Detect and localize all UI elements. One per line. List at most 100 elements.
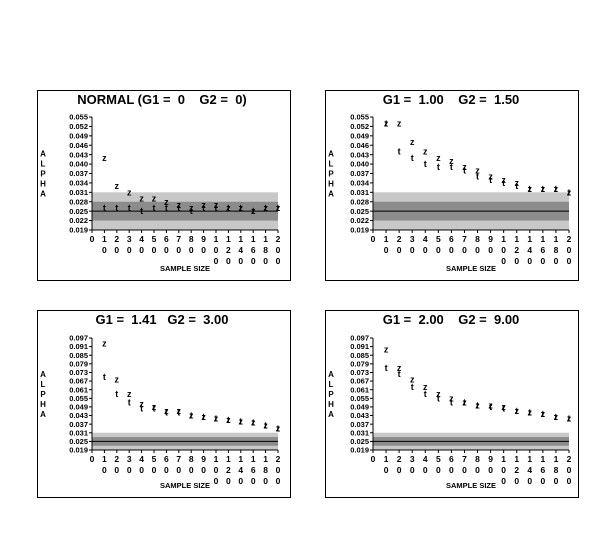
data-point-z: z bbox=[410, 375, 415, 385]
x-tick-label: 100 bbox=[501, 454, 506, 486]
y-tick-label: 0.022 bbox=[350, 216, 369, 225]
x-tick-label-digit: 0 bbox=[410, 465, 415, 475]
y-tick-label: 0.043 bbox=[69, 150, 88, 159]
x-tick-label-digit: 6 bbox=[540, 245, 545, 255]
data-point-t: t bbox=[541, 409, 544, 419]
x-tick-label-digit: 6 bbox=[164, 234, 169, 244]
x-tick-label: 10 bbox=[102, 454, 107, 475]
data-point-z: z bbox=[239, 416, 244, 426]
y-tick-label: 0.061 bbox=[69, 385, 88, 394]
x-tick-label-digit: 0 bbox=[214, 245, 219, 255]
x-tick-label-digit: 2 bbox=[114, 454, 119, 464]
data-point-t: t bbox=[424, 159, 427, 169]
x-tick-label: 160 bbox=[251, 234, 256, 266]
x-tick-label-digit: 0 bbox=[567, 465, 572, 475]
data-point-t: t bbox=[277, 203, 280, 213]
x-tick-label: 40 bbox=[423, 234, 428, 255]
data-point-t: t bbox=[177, 408, 180, 418]
data-point-z: z bbox=[397, 363, 402, 373]
x-tick-label-digit: 9 bbox=[201, 234, 206, 244]
data-point-z: z bbox=[449, 156, 454, 166]
y-tick-label: 0.025 bbox=[350, 207, 369, 216]
y-tick-label: 0.073 bbox=[69, 368, 88, 377]
data-point-z: z bbox=[251, 206, 256, 216]
y-tick-label: 0.031 bbox=[69, 428, 88, 437]
x-tick-label-digit: 8 bbox=[475, 454, 480, 464]
y-tick-label: 0.049 bbox=[350, 403, 369, 412]
data-point-t: t bbox=[437, 393, 440, 403]
x-tick-label-digit: 1 bbox=[102, 234, 107, 244]
x-tick-label: 80 bbox=[189, 234, 194, 255]
x-tick-label-digit: 7 bbox=[462, 454, 467, 464]
x-tick-label-digit: 0 bbox=[514, 476, 519, 486]
y-tick-label: 0.040 bbox=[350, 160, 369, 169]
x-tick-label: 100 bbox=[214, 234, 219, 266]
data-point-t: t bbox=[489, 402, 492, 412]
data-point-z: z bbox=[226, 203, 231, 213]
chart-panel-2: G1 = 1.00 G2 = 1.500.0190.0220.0250.0280… bbox=[325, 90, 579, 281]
x-tick-label-digit: 1 bbox=[384, 454, 389, 464]
x-tick-label-digit: 0 bbox=[554, 476, 559, 486]
x-tick-label-digit: 0 bbox=[276, 256, 281, 266]
x-tick-label: 120 bbox=[514, 234, 519, 266]
data-point-z: z bbox=[397, 118, 402, 128]
x-tick-label-digit: 0 bbox=[410, 245, 415, 255]
x-tick-label: 140 bbox=[238, 454, 243, 486]
x-tick-label: 40 bbox=[139, 234, 144, 255]
data-point-z: z bbox=[554, 184, 559, 194]
data-point-t: t bbox=[215, 203, 218, 213]
x-tick-label-digit: 4 bbox=[527, 245, 532, 255]
x-tick-label: 10 bbox=[384, 234, 389, 255]
data-point-z: z bbox=[501, 175, 506, 185]
data-point-z: z bbox=[436, 153, 441, 163]
x-tick-label-digit: 6 bbox=[449, 454, 454, 464]
x-tick-label: 100 bbox=[214, 454, 219, 486]
data-point-t: t bbox=[227, 415, 230, 425]
y-tick-label: 0.037 bbox=[350, 420, 369, 429]
x-tick-label-digit: 1 bbox=[226, 454, 231, 464]
x-tick-label: 180 bbox=[263, 454, 268, 486]
x-tick-label: 60 bbox=[164, 234, 169, 255]
data-point-t: t bbox=[140, 403, 143, 413]
x-tick-label: 60 bbox=[449, 454, 454, 475]
x-tick-label-digit: 1 bbox=[214, 234, 219, 244]
x-tick-label-digit: 0 bbox=[436, 245, 441, 255]
x-tick-label: 200 bbox=[567, 234, 572, 266]
data-point-t: t bbox=[165, 408, 168, 418]
x-tick-label-digit: 0 bbox=[462, 245, 467, 255]
x-tick-label: 200 bbox=[567, 454, 572, 486]
x-tick-label: 60 bbox=[449, 234, 454, 255]
x-tick-label-digit: 2 bbox=[114, 234, 119, 244]
data-point-t: t bbox=[568, 413, 571, 423]
x-tick-label-digit: 0 bbox=[449, 465, 454, 475]
data-point-z: z bbox=[528, 184, 533, 194]
y-tick-label: 0.085 bbox=[69, 351, 88, 360]
x-tick-label-digit: 3 bbox=[127, 454, 132, 464]
data-point-z: z bbox=[152, 402, 157, 412]
data-point-t: t bbox=[411, 382, 414, 392]
x-tick-label: 50 bbox=[436, 454, 441, 475]
x-tick-label-digit: 6 bbox=[164, 454, 169, 464]
data-point-t: t bbox=[450, 162, 453, 172]
data-point-z: z bbox=[276, 423, 281, 433]
x-tick-label: 50 bbox=[152, 234, 157, 255]
x-tick-label-digit: 0 bbox=[251, 476, 256, 486]
x-tick-label-digit: 2 bbox=[567, 234, 572, 244]
x-tick-label-digit: 4 bbox=[423, 454, 428, 464]
y-tick-label: 0.031 bbox=[350, 188, 369, 197]
x-tick-label-digit: 3 bbox=[127, 234, 132, 244]
data-point-t: t bbox=[450, 398, 453, 408]
x-tick-label: 20 bbox=[114, 454, 119, 475]
data-point-t: t bbox=[252, 206, 255, 216]
data-point-z: z bbox=[127, 389, 132, 399]
x-tick-label-digit: 4 bbox=[527, 465, 532, 475]
x-tick-label-digit: 0 bbox=[114, 245, 119, 255]
x-axis-label: SAMPLE SIZE bbox=[160, 264, 210, 273]
data-point-z: z bbox=[462, 162, 467, 172]
x-tick-label-digit: 0 bbox=[226, 256, 231, 266]
y-tick-label: 0.046 bbox=[350, 141, 369, 150]
data-point-t: t bbox=[264, 421, 267, 431]
